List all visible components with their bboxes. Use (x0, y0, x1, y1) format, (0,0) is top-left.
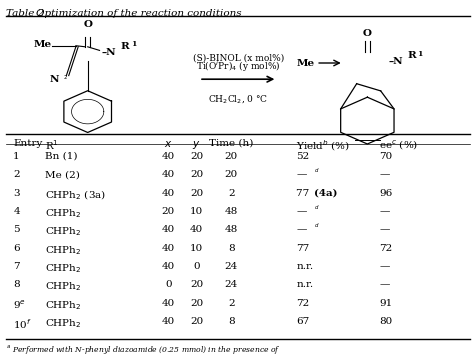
Text: 8: 8 (228, 244, 235, 253)
Text: CH$_2$Cl$_2$, 0 °C: CH$_2$Cl$_2$, 0 °C (208, 93, 268, 105)
Text: ee$^c$ (%): ee$^c$ (%) (379, 139, 419, 152)
Text: 72: 72 (379, 244, 392, 253)
Text: —: — (379, 262, 390, 271)
Text: 1: 1 (131, 40, 137, 48)
Text: 40: 40 (162, 299, 175, 308)
Text: 20: 20 (190, 299, 203, 308)
Text: 40: 40 (162, 189, 175, 198)
Text: 77: 77 (296, 244, 310, 253)
Text: 48: 48 (225, 207, 238, 216)
Text: 48: 48 (225, 225, 238, 234)
Text: 8: 8 (13, 280, 20, 289)
Text: CHPh$_2$: CHPh$_2$ (45, 317, 82, 330)
Text: 40: 40 (162, 170, 175, 179)
Text: 20: 20 (225, 152, 238, 161)
Text: CHPh$_2$: CHPh$_2$ (45, 225, 82, 238)
Text: 20: 20 (162, 207, 175, 216)
Text: 6: 6 (13, 244, 20, 253)
Text: 40: 40 (162, 244, 175, 253)
Text: 2: 2 (13, 170, 20, 179)
Text: 20: 20 (225, 170, 238, 179)
Text: Me (2): Me (2) (45, 170, 80, 179)
Text: —: — (379, 207, 390, 216)
Text: (4a): (4a) (314, 189, 338, 198)
Text: $x$: $x$ (164, 139, 173, 149)
Text: O: O (83, 20, 92, 29)
Text: n.r.: n.r. (296, 262, 313, 271)
Text: 1: 1 (13, 152, 20, 161)
Text: —: — (379, 225, 390, 234)
Text: –N: –N (102, 48, 117, 57)
Text: CHPh$_2$ (3a): CHPh$_2$ (3a) (45, 189, 106, 202)
Text: 20: 20 (190, 170, 203, 179)
Text: –N: –N (389, 57, 403, 66)
Text: Time (h): Time (h) (209, 139, 254, 148)
Text: $^d$: $^d$ (314, 205, 320, 213)
Text: N: N (50, 75, 59, 84)
Text: $_2$: $_2$ (63, 73, 68, 82)
Text: 7: 7 (13, 262, 20, 271)
Text: —: — (296, 225, 307, 234)
Text: 5: 5 (13, 225, 20, 234)
Text: 10: 10 (190, 244, 203, 253)
Text: Entry: Entry (13, 139, 43, 148)
Text: 2: 2 (228, 299, 235, 308)
Text: Table 2: Table 2 (6, 9, 44, 18)
Text: 20: 20 (190, 280, 203, 289)
Text: 40: 40 (162, 152, 175, 161)
Text: 52: 52 (296, 152, 310, 161)
Text: 1: 1 (417, 50, 422, 58)
Text: $^a$ Performed with N-phenyl diazoamide (0.25 mmol) in the presence of: $^a$ Performed with N-phenyl diazoamide … (6, 343, 281, 356)
Text: 96: 96 (379, 189, 392, 198)
Text: 40: 40 (162, 317, 175, 326)
Text: 3: 3 (13, 189, 20, 198)
Text: 20: 20 (190, 152, 203, 161)
Text: 70: 70 (379, 152, 392, 161)
Text: Ti(O$^i$Pr)$_4$ (y mol%): Ti(O$^i$Pr)$_4$ (y mol%) (196, 59, 281, 74)
Text: 10: 10 (190, 207, 203, 216)
Text: O: O (363, 29, 372, 38)
Text: n.r.: n.r. (296, 280, 313, 289)
Text: CHPh$_2$: CHPh$_2$ (45, 280, 82, 293)
Text: Bn (1): Bn (1) (45, 152, 78, 161)
Text: 20: 20 (190, 189, 203, 198)
Text: $^d$: $^d$ (314, 168, 320, 176)
Text: 80: 80 (379, 317, 392, 326)
Text: CHPh$_2$: CHPh$_2$ (45, 207, 82, 220)
Text: —: — (379, 280, 390, 289)
Text: 72: 72 (296, 299, 310, 308)
Text: $^d$: $^d$ (314, 224, 320, 231)
Text: 67: 67 (296, 317, 310, 326)
Text: 8: 8 (228, 317, 235, 326)
Text: Yield$^b$ (%): Yield$^b$ (%) (296, 139, 350, 153)
Text: Me: Me (297, 58, 315, 68)
Text: R: R (121, 42, 129, 51)
Text: R$^1$: R$^1$ (45, 139, 59, 152)
Text: —: — (296, 207, 307, 216)
Text: CHPh$_2$: CHPh$_2$ (45, 299, 82, 312)
Text: R: R (408, 51, 416, 60)
Text: —: — (379, 170, 390, 179)
Text: 24: 24 (225, 280, 238, 289)
Text: 40: 40 (162, 225, 175, 234)
Text: 40: 40 (190, 225, 203, 234)
Text: 24: 24 (225, 262, 238, 271)
Text: Optimization of the reaction conditions: Optimization of the reaction conditions (36, 9, 241, 18)
Text: 91: 91 (379, 299, 392, 308)
Text: CHPh$_2$: CHPh$_2$ (45, 262, 82, 275)
Text: 0: 0 (193, 262, 200, 271)
Text: 4: 4 (13, 207, 20, 216)
Text: 2: 2 (228, 189, 235, 198)
Text: 77: 77 (296, 189, 313, 198)
Text: 40: 40 (162, 262, 175, 271)
Text: CHPh$_2$: CHPh$_2$ (45, 244, 82, 257)
Text: 10$^f$: 10$^f$ (13, 317, 32, 331)
Text: $y$: $y$ (192, 139, 201, 150)
Text: 20: 20 (190, 317, 203, 326)
Text: —: — (296, 170, 307, 179)
Text: (S)-BINOL (x mol%): (S)-BINOL (x mol%) (192, 54, 284, 63)
Text: 9$^e$: 9$^e$ (13, 299, 26, 311)
Text: Me: Me (33, 40, 51, 49)
Text: 0: 0 (165, 280, 172, 289)
